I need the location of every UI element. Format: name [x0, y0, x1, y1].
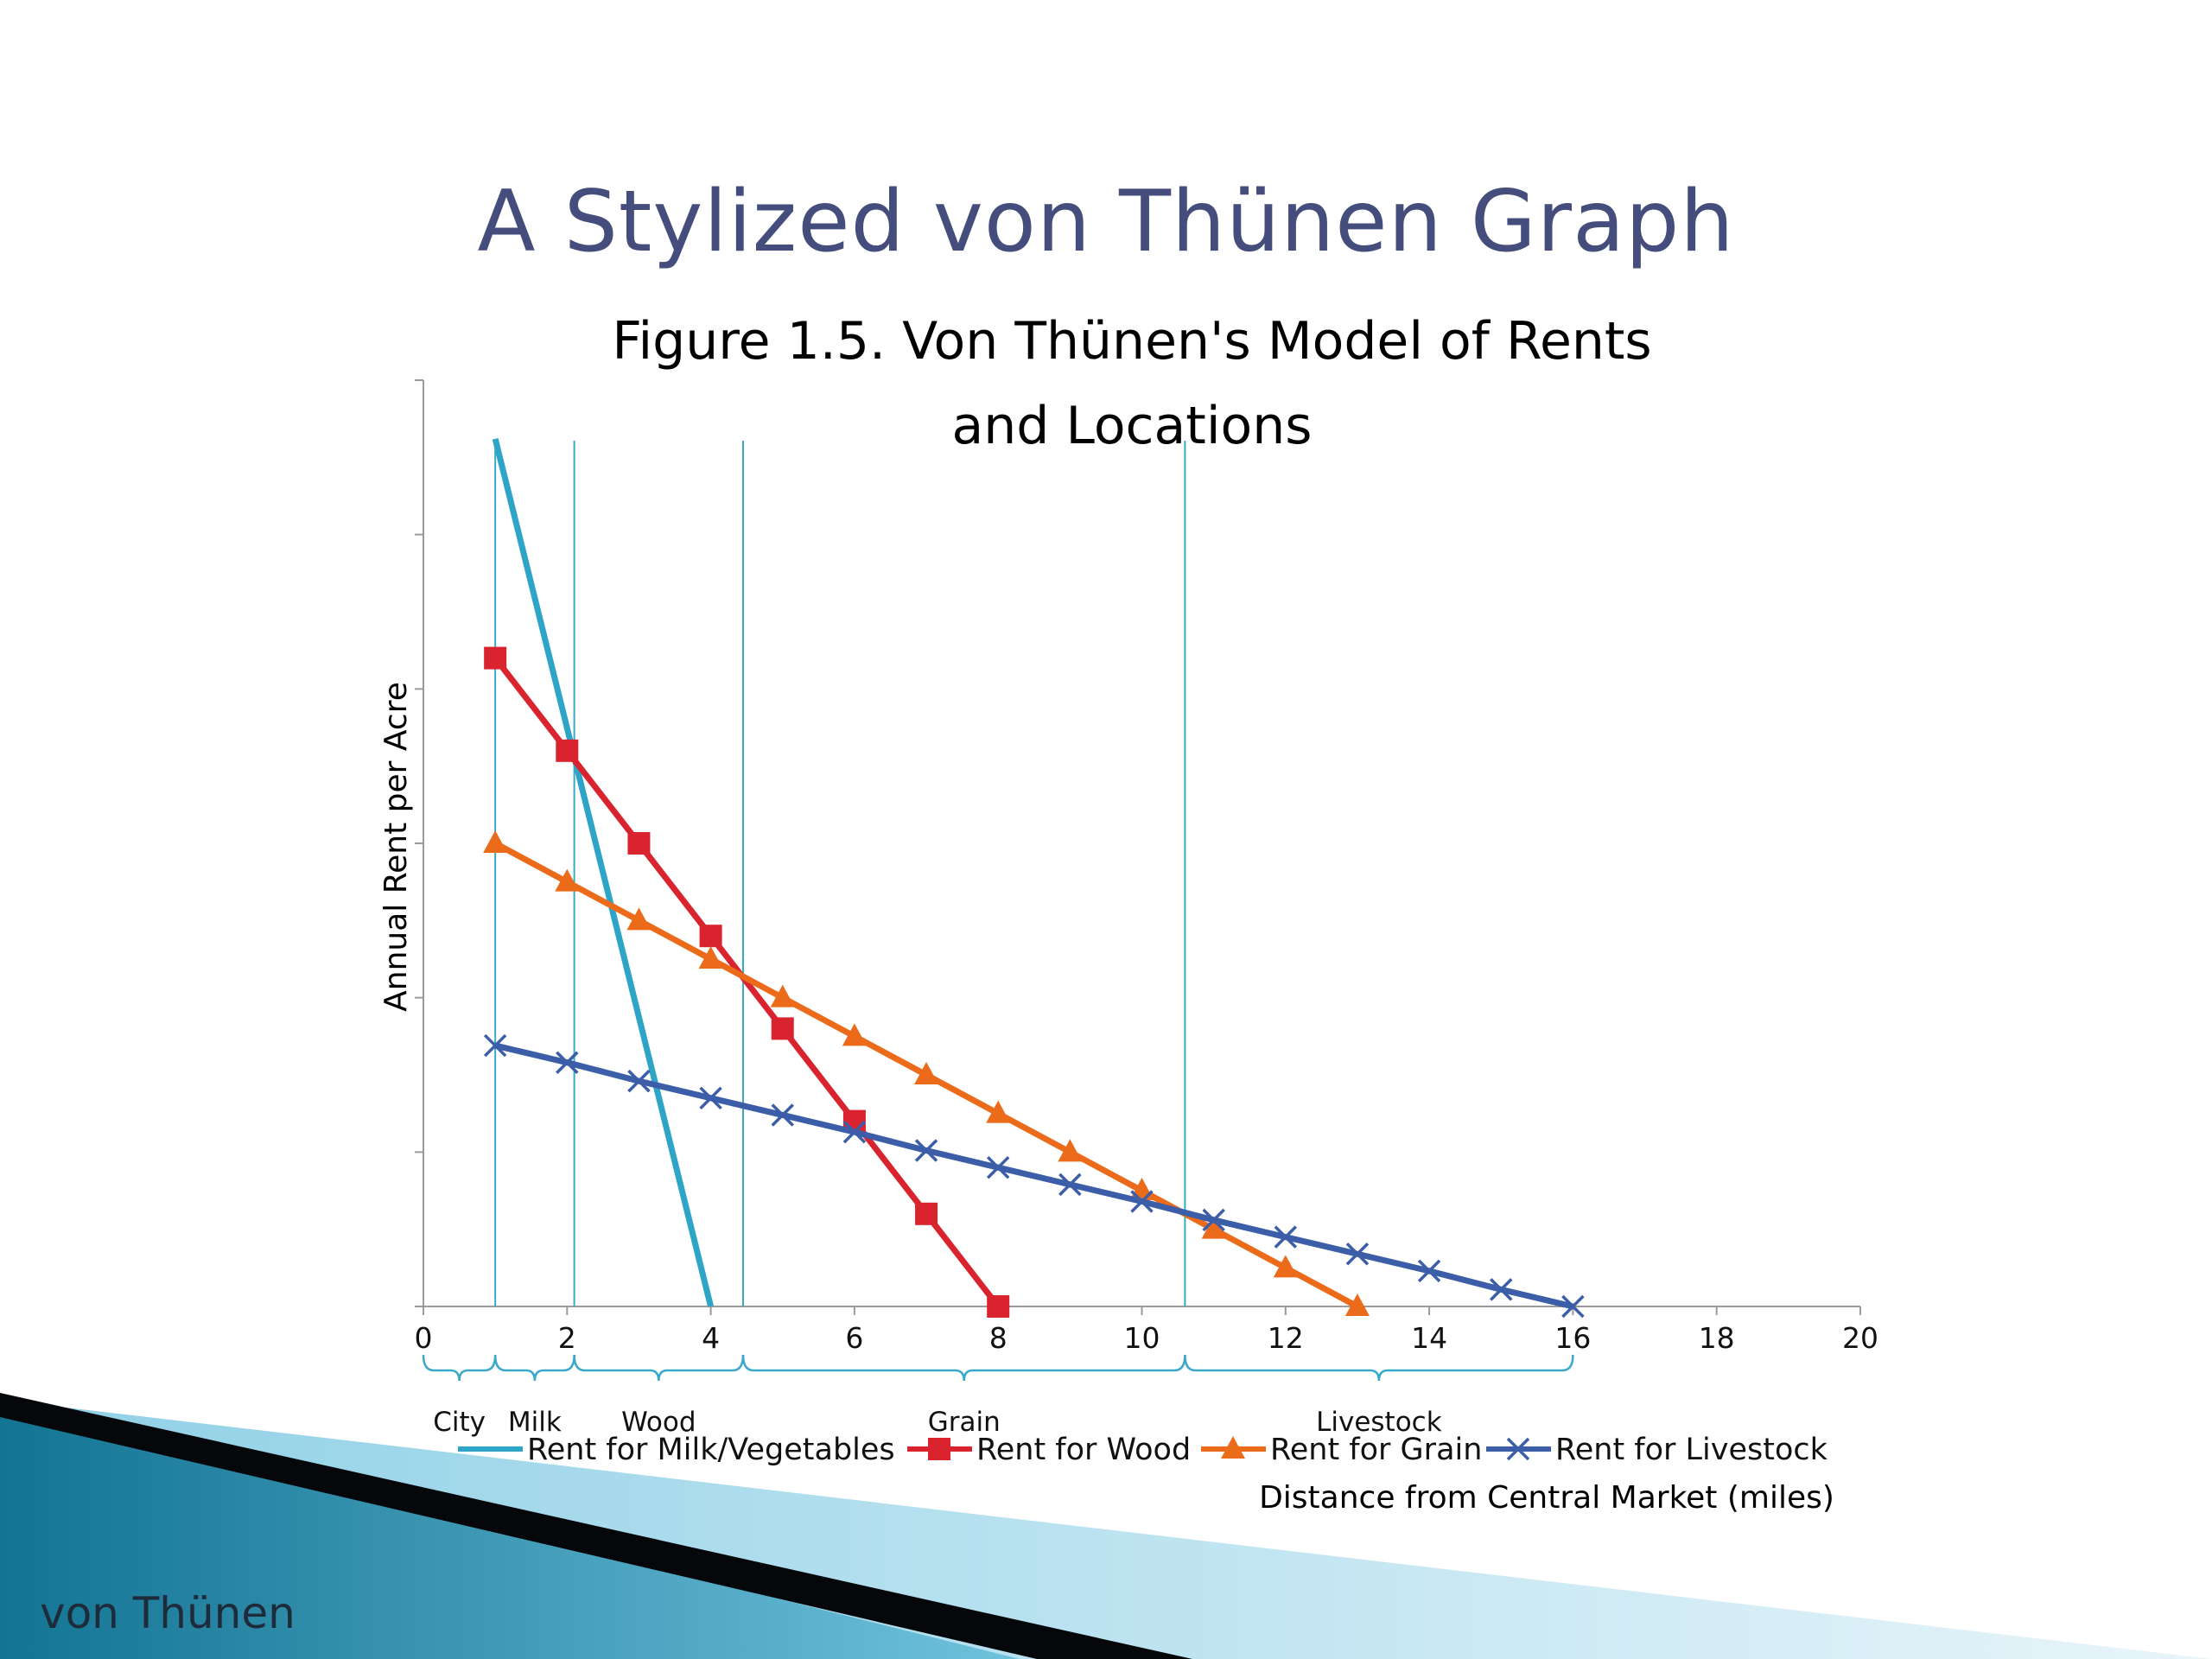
zone-bracket: [422, 1354, 497, 1382]
series-line: [494, 1042, 1574, 1310]
zone-label: Milk: [508, 1407, 562, 1438]
series-line: [492, 438, 714, 1307]
series-layer: [483, 438, 1585, 1319]
data-point: [770, 984, 795, 1007]
data-point: [1344, 1294, 1370, 1316]
data-point: [698, 946, 723, 969]
legend-item-1: Rent for Wood: [907, 1433, 1191, 1467]
zone-brackets: City Milk Wood Grain Livestock: [422, 1354, 1574, 1438]
data-point: [1130, 1190, 1154, 1213]
data-point: [1058, 1139, 1083, 1162]
data-point: [842, 1120, 867, 1144]
data-point: [1506, 1437, 1530, 1461]
zone-bracket: [493, 1354, 575, 1382]
series-1: [484, 646, 1010, 1318]
data-point: [626, 907, 652, 931]
data-point: [928, 1438, 950, 1460]
legend-label: Rent for Grain: [1270, 1433, 1482, 1467]
zone-bracket: [741, 1354, 1186, 1382]
slide-title: A Stylized von Thünen Graph: [477, 173, 1735, 271]
data-point: [1202, 1208, 1225, 1232]
x-tick-label: 18: [1699, 1321, 1735, 1355]
data-point: [986, 1100, 1011, 1123]
zone-bracket: [573, 1354, 745, 1382]
data-point: [1058, 1173, 1082, 1197]
data-point: [555, 868, 580, 892]
x-tick-label: 16: [1554, 1321, 1591, 1355]
x-tick-label: 12: [1268, 1321, 1304, 1355]
data-point: [771, 1103, 794, 1127]
data-point: [1201, 1216, 1226, 1239]
data-point: [483, 1033, 507, 1058]
legend: Rent for Milk/Vegetables Rent for Wood Ren…: [458, 1433, 1828, 1467]
x-tick-label: 10: [1124, 1321, 1160, 1355]
data-point: [556, 1051, 579, 1074]
data-point: [1345, 1243, 1370, 1266]
series-3: [483, 1033, 1585, 1319]
series-0: [492, 438, 714, 1307]
data-point: [699, 925, 722, 948]
x-tick-label: 6: [845, 1321, 863, 1355]
legend-item-3: Rent for Livestock: [1486, 1433, 1828, 1467]
legend-label: Rent for Livestock: [1555, 1433, 1828, 1467]
data-point: [915, 1202, 938, 1225]
zone-bracket: [1184, 1354, 1574, 1382]
data-point: [1221, 1436, 1245, 1459]
data-point: [484, 646, 507, 670]
figure-title: Figure 1.5. Von Thünen's Model of Rents …: [612, 311, 1651, 456]
zone-label: Grain: [928, 1407, 1001, 1438]
data-point: [914, 1062, 939, 1084]
data-point: [627, 1069, 651, 1093]
x-tick-label: 8: [989, 1321, 1007, 1355]
data-point: [987, 1295, 1010, 1318]
zone-label: City: [433, 1407, 486, 1438]
x-tick-label: 14: [1411, 1321, 1447, 1355]
x-tick-label: 0: [415, 1321, 433, 1355]
axes: 0 2 4 6 8 10 12 14 16 18 20: [415, 379, 1878, 1355]
x-axis-title: Distance from Central Market (miles): [1259, 1480, 1834, 1516]
legend-label: Rent for Milk/Vegetables: [527, 1433, 895, 1467]
x-tick-label: 4: [702, 1321, 720, 1355]
x-tick-label: 20: [1842, 1321, 1878, 1355]
data-point: [1273, 1255, 1298, 1278]
data-point: [556, 739, 579, 762]
legend-label: Rent for Wood: [976, 1433, 1191, 1467]
data-point: [627, 832, 651, 855]
figure-title-line-2: and Locations: [952, 396, 1313, 456]
zone-label: Wood: [621, 1407, 696, 1438]
series-2: [483, 830, 1370, 1316]
figure-title-line-1: Figure 1.5. Von Thünen's Model of Rents: [612, 311, 1651, 372]
legend-item-0: Rent for Milk/Vegetables: [458, 1433, 895, 1467]
data-point: [771, 1017, 794, 1040]
data-point: [699, 1086, 722, 1110]
data-point: [986, 1155, 1010, 1179]
series-line: [493, 656, 1001, 1309]
data-point: [914, 1139, 938, 1162]
footer-text: von Thünen: [40, 1588, 296, 1638]
data-point: [1417, 1259, 1441, 1283]
data-point: [1490, 1278, 1513, 1301]
data-point: [842, 1023, 867, 1046]
zone-boundary-lines: [494, 441, 1186, 1306]
x-tick-label: 2: [558, 1321, 576, 1355]
y-axis-title: Annual Rent per Acre: [378, 682, 414, 1012]
zone-label: Livestock: [1316, 1407, 1442, 1438]
corner-decoration: [0, 1393, 2212, 1659]
data-point: [1274, 1225, 1298, 1249]
data-point: [483, 830, 508, 853]
legend-item-2: Rent for Grain: [1201, 1433, 1482, 1467]
data-point: [1561, 1294, 1585, 1319]
